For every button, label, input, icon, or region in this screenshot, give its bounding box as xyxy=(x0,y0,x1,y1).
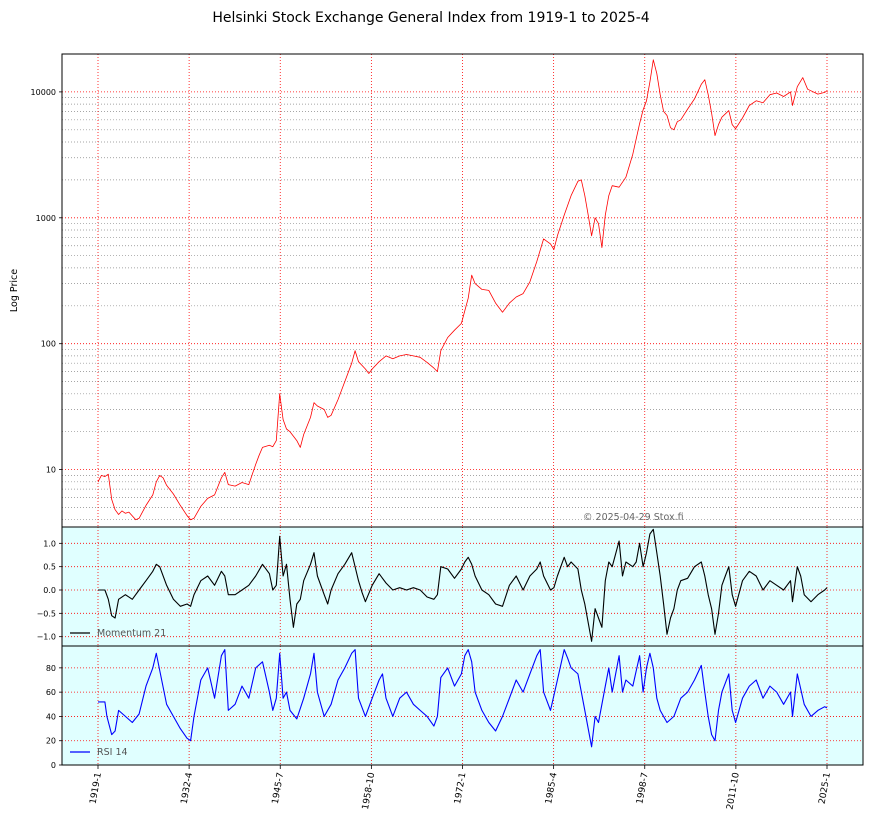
x-axis: 1919-1 1932-4 1945-7 1958-10 1972-1 1985-4 199… xyxy=(89,765,833,811)
watermark: © 2025-04-29 Stox.fi xyxy=(583,512,684,523)
y-tick-label: −1.0 xyxy=(37,633,56,642)
x-tick-label: 1919-1 xyxy=(89,772,104,805)
panels: 10 100 1000 10000 Log Price © 2025-04-29 Stox… xyxy=(9,53,864,770)
x-tick-label: 1972-1 xyxy=(453,772,468,805)
chart-title: Helsinki Stock Exchange General Index fr… xyxy=(212,10,649,26)
y-tick-label: 10 xyxy=(46,466,56,475)
legend-label: Momentum 21 xyxy=(97,628,166,639)
panel-rsi: 0 20 40 60 80 RSI 14 xyxy=(46,645,864,770)
series-rsi-14-line xyxy=(98,649,828,748)
y-tick-label: 80 xyxy=(46,664,56,673)
x-tick-label: 1985-4 xyxy=(544,772,559,805)
y-tick-label: 60 xyxy=(46,688,56,697)
panel-momentum: −1.0 −0.5 0.0 0.5 1.0 Momentum 21 xyxy=(37,526,864,647)
series-momentum-21-line xyxy=(98,528,828,642)
x-tick-label: 2025-1 xyxy=(818,772,833,805)
y-tick-label: 0 xyxy=(51,761,56,770)
y-tick-label: 1000 xyxy=(36,214,56,223)
y-tick-label: 20 xyxy=(46,737,56,746)
y-tick-label: 1.0 xyxy=(43,539,56,548)
y-tick-label: 10000 xyxy=(31,88,56,97)
y-axis-label: Log Price xyxy=(9,269,20,312)
panel-rsi-background xyxy=(62,646,863,765)
panel-momentum-background xyxy=(62,527,863,646)
x-tick-label: 2011-10 xyxy=(725,772,741,811)
x-tick-label: 1958-10 xyxy=(361,772,377,811)
y-tick-label: −0.5 xyxy=(37,609,56,618)
y-tick-label: 40 xyxy=(46,712,56,721)
x-tick-label: 1998-7 xyxy=(635,772,650,805)
x-tick-label: 1932-4 xyxy=(180,772,195,805)
y-tick-label: 0.0 xyxy=(43,586,56,595)
legend-label: RSI 14 xyxy=(97,747,128,758)
y-tick-label: 100 xyxy=(41,340,56,349)
x-tick-label: 1945-7 xyxy=(271,772,286,805)
panel-price: 10 100 1000 10000 Log Price © 2025-04-29 Stox… xyxy=(9,53,864,528)
series-price-line xyxy=(97,59,828,521)
y-tick-label: 0.5 xyxy=(43,563,56,572)
